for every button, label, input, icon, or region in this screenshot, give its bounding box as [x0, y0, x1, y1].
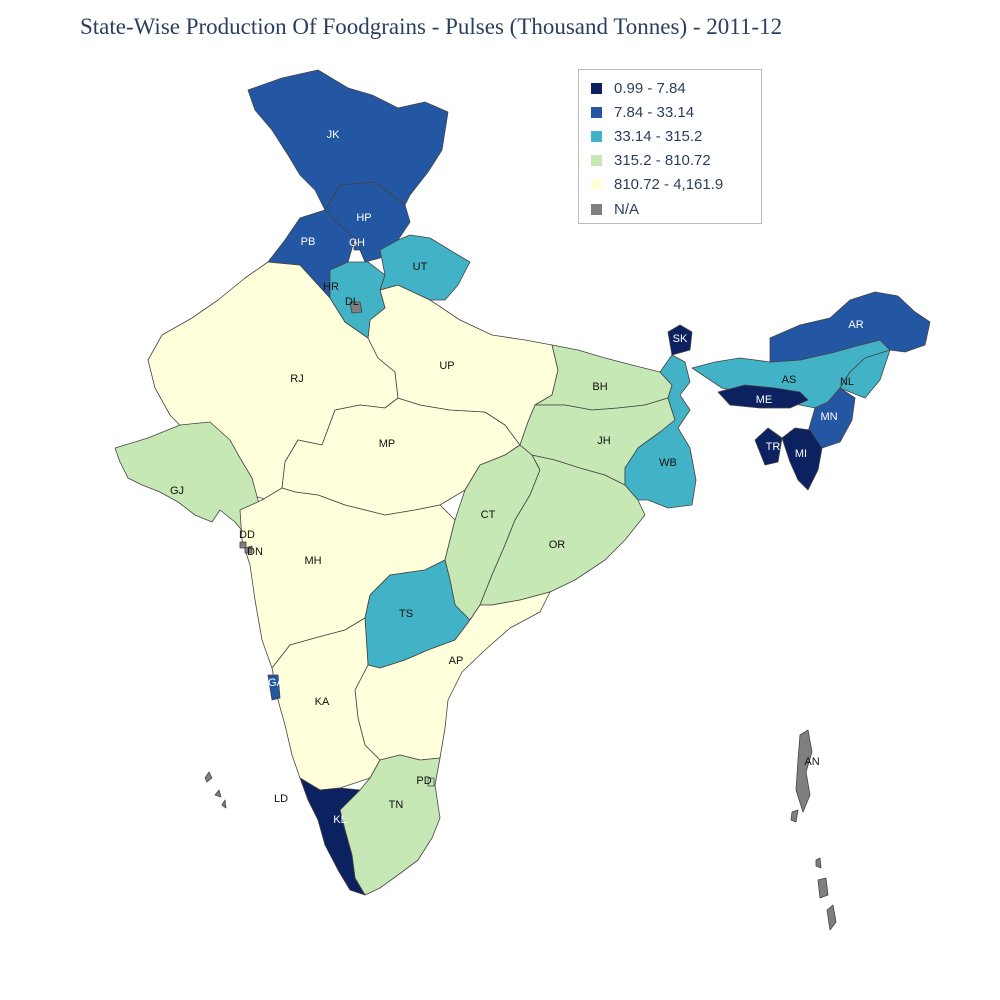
state-region-dn[interactable] [244, 545, 253, 554]
legend-label: 33.14 - 315.2 [614, 127, 703, 145]
state-region-dd[interactable] [239, 541, 247, 549]
legend-item[interactable]: 33.14 - 315.2 [591, 124, 761, 148]
state-region-sk[interactable] [667, 324, 693, 356]
state-label-wb: WB [659, 457, 677, 469]
legend-swatch [591, 106, 602, 118]
state-region-mi[interactable] [781, 427, 823, 491]
state-label-ct: CT [481, 509, 496, 521]
state-label-pd: PD [416, 775, 431, 787]
state-label-up: UP [439, 360, 454, 372]
state-label-mh: MH [304, 555, 321, 567]
legend-item[interactable]: N/A [591, 197, 761, 221]
state-label-tn: TN [389, 799, 404, 811]
state-region-ut[interactable] [379, 234, 471, 301]
legend-item[interactable]: 7.84 - 33.14 [591, 100, 761, 124]
state-label-dn: DN [247, 546, 263, 558]
state-label-dl: DL [345, 296, 359, 308]
legend-label: 315.2 - 810.72 [614, 152, 711, 170]
legend-swatch [591, 130, 602, 142]
state-label-sk: SK [673, 333, 688, 345]
legend-label: 7.84 - 33.14 [614, 103, 695, 121]
state-region-ar[interactable] [769, 291, 931, 363]
legend-swatch [591, 82, 602, 94]
state-region-jk[interactable] [247, 69, 449, 211]
state-label-gj: GJ [170, 485, 184, 497]
state-label-ka: KA [315, 696, 330, 708]
legend-label: 0.99 - 7.84 [614, 79, 686, 97]
state-label-me: ME [756, 394, 773, 406]
state-region-an[interactable] [790, 729, 837, 931]
state-region-me[interactable] [717, 384, 809, 409]
state-label-hr: HR [323, 281, 339, 293]
state-region-dl[interactable] [349, 301, 363, 314]
state-region-ld[interactable] [204, 771, 227, 809]
page-title: State-Wise Production Of Foodgrains - Pu… [80, 14, 783, 39]
legend-label: 810.72 - 4,161.9 [614, 176, 724, 194]
state-label-ut: UT [413, 261, 428, 273]
state-label-hp: HP [356, 212, 371, 224]
legend-swatch [591, 179, 602, 191]
state-region-wb[interactable] [624, 354, 697, 509]
legend: 0.99 - 7.84 7.84 - 33.14 33.14 - 315.2 3… [578, 69, 762, 224]
state-label-mi: MI [795, 448, 807, 460]
state-label-tr: TR [766, 441, 781, 453]
state-label-bh: BH [592, 381, 607, 393]
state-region-ch[interactable] [353, 243, 361, 251]
state-region-kl[interactable] [299, 777, 366, 896]
state-label-mp: MP [379, 438, 396, 450]
legend-label: N/A [614, 200, 640, 218]
legend-swatch [591, 203, 602, 215]
state-region-tr[interactable] [754, 427, 783, 466]
state-label-as: AS [782, 374, 797, 386]
legend-item[interactable]: 315.2 - 810.72 [591, 149, 761, 173]
state-label-ld: LD [274, 793, 288, 805]
state-label-ar: AR [848, 319, 863, 331]
state-label-pb: PB [301, 236, 316, 248]
state-region-ka[interactable] [271, 617, 381, 791]
legend-swatch [591, 155, 602, 167]
state-label-jh: JH [597, 435, 611, 447]
state-region-ga[interactable] [267, 674, 281, 701]
state-label-nl: NL [840, 376, 854, 388]
state-label-kl: KL [333, 814, 346, 826]
state-label-dd: DD [239, 529, 255, 541]
state-label-mn: MN [820, 411, 837, 423]
state-label-rj: RJ [290, 373, 303, 385]
state-label-ga: GA [268, 677, 285, 689]
legend-item[interactable]: 0.99 - 7.84 [591, 76, 761, 100]
state-label-an: AN [804, 756, 819, 768]
legend-item[interactable]: 810.72 - 4,161.9 [591, 173, 761, 197]
state-region-pd[interactable] [427, 777, 435, 787]
state-label-or: OR [549, 539, 566, 551]
state-label-ts: TS [399, 608, 413, 620]
state-label-ch: CH [349, 237, 365, 249]
state-label-ap: AP [449, 655, 464, 667]
state-label-jk: JK [327, 129, 341, 141]
